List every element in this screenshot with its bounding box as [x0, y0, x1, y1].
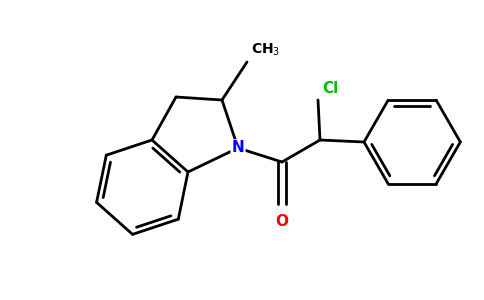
- Text: N: N: [232, 140, 244, 155]
- Text: Cl: Cl: [322, 81, 338, 96]
- Text: O: O: [275, 214, 288, 229]
- Text: CH$_3$: CH$_3$: [251, 42, 280, 58]
